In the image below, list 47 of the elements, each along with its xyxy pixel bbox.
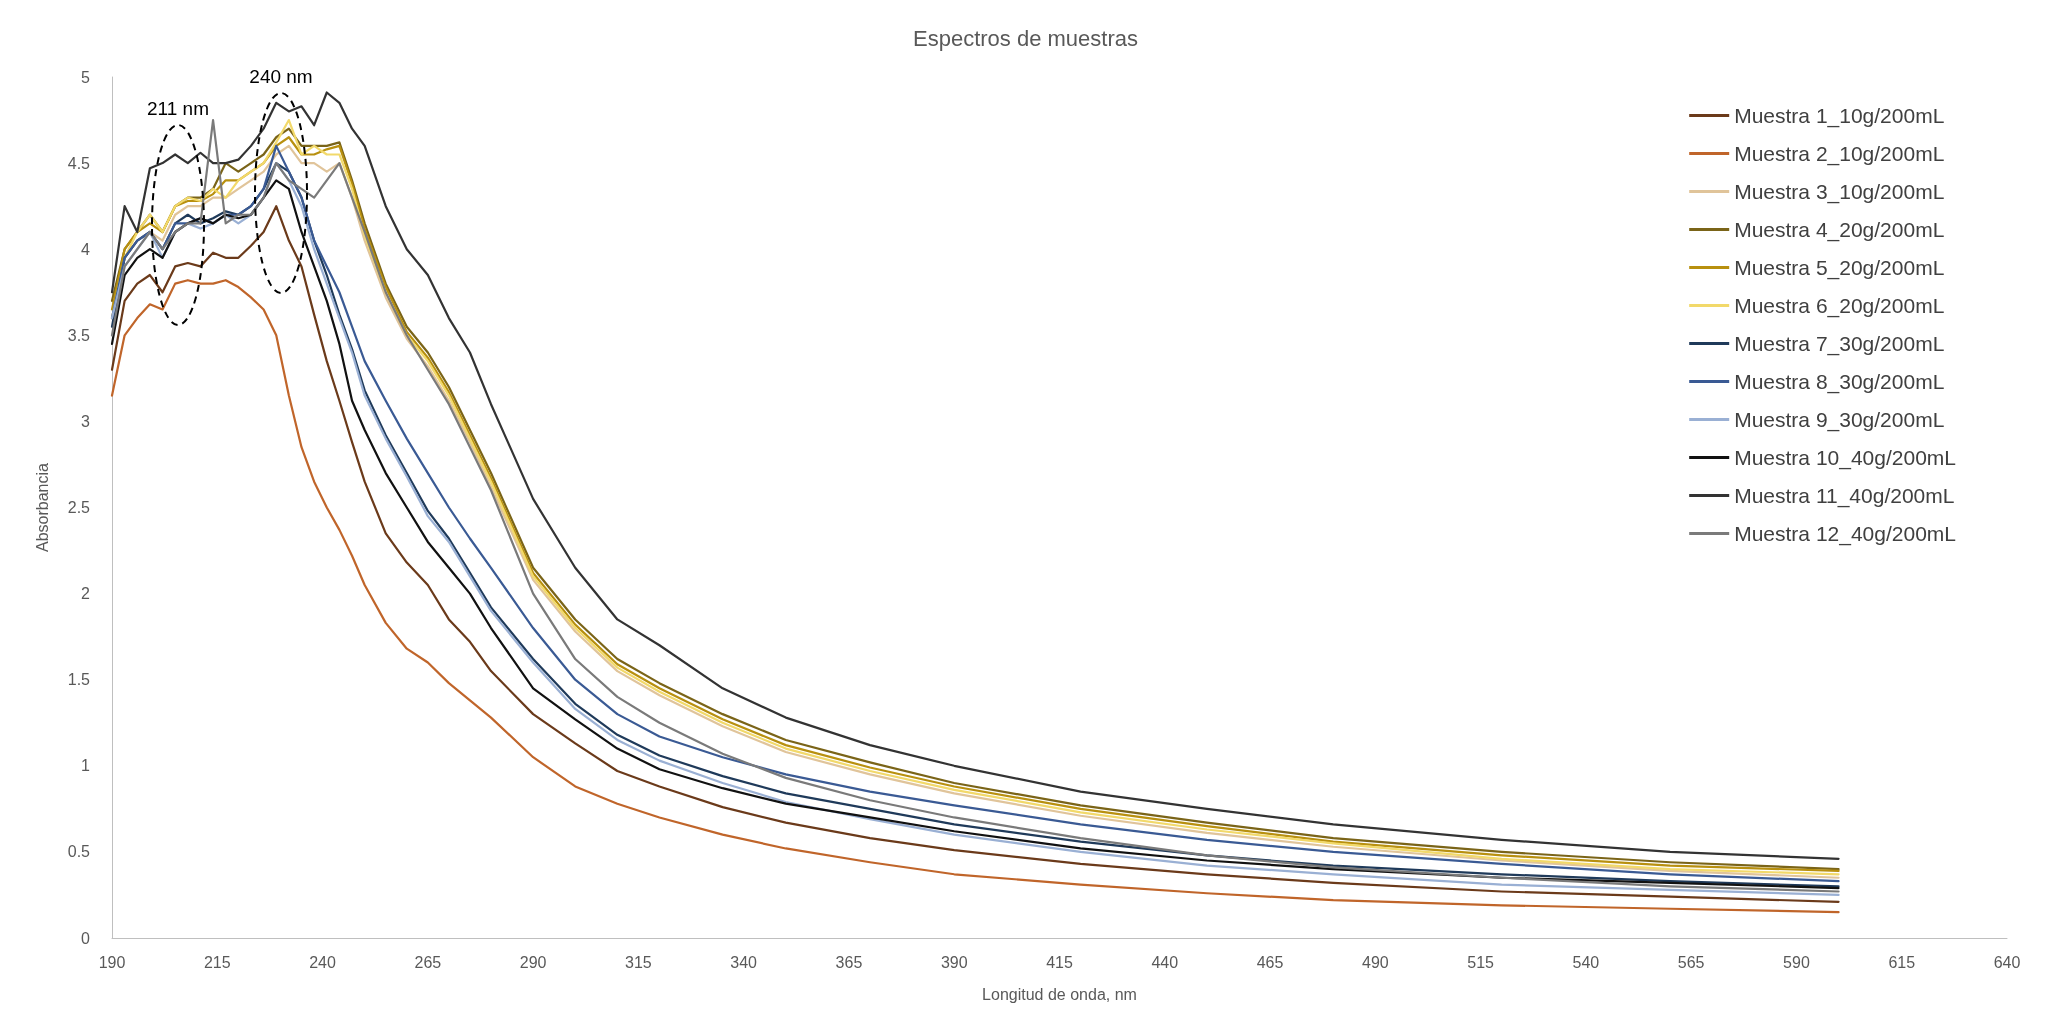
y-axis-title: Absorbancia bbox=[33, 462, 51, 552]
x-axis-title: Longitud de onda, nm bbox=[982, 985, 1137, 1003]
legend-label: Muestra 10_40g/200mL bbox=[1734, 446, 1956, 470]
x-tick-label: 565 bbox=[1677, 953, 1705, 971]
x-tick-label: 215 bbox=[203, 953, 231, 971]
legend-label: Muestra 3_10g/200mL bbox=[1734, 180, 1945, 204]
x-tick-label: 490 bbox=[1361, 953, 1389, 971]
x-tick-label: 590 bbox=[1783, 953, 1810, 971]
x-tick-label: 465 bbox=[1256, 953, 1284, 971]
x-tick-label: 290 bbox=[519, 953, 547, 971]
x-tick-label: 315 bbox=[625, 953, 652, 971]
x-tick-label: 415 bbox=[1046, 953, 1073, 971]
legend-label: Muestra 9_30g/200mL bbox=[1734, 408, 1945, 432]
y-tick-label: 0.5 bbox=[67, 843, 91, 861]
annotation: 211 nm bbox=[147, 98, 209, 119]
y-tick-label: 1.5 bbox=[67, 671, 91, 689]
legend-label: Muestra 5_20g/200mL bbox=[1734, 256, 1945, 280]
legend-label: Muestra 4_20g/200mL bbox=[1734, 218, 1945, 242]
x-tick-label: 440 bbox=[1151, 953, 1179, 971]
x-tick-label: 190 bbox=[98, 953, 126, 971]
x-tick-label: 615 bbox=[1888, 953, 1916, 971]
y-tick-label: 4 bbox=[81, 240, 91, 258]
annotation: 240 nm bbox=[249, 66, 313, 87]
y-tick-label: 4.5 bbox=[67, 154, 91, 172]
x-tick-label: 640 bbox=[1993, 953, 2021, 971]
legend-label: Muestra 8_30g/200mL bbox=[1734, 370, 1945, 394]
legend-label: Muestra 6_20g/200mL bbox=[1734, 294, 1945, 318]
x-tick-label: 515 bbox=[1467, 953, 1495, 971]
y-tick-label: 0 bbox=[81, 929, 91, 947]
legend-label: Muestra 7_30g/200mL bbox=[1734, 332, 1945, 356]
legend-label: Muestra 11_40g/200mL bbox=[1734, 484, 1955, 508]
x-tick-label: 240 bbox=[309, 953, 336, 971]
chart-title: Espectros de muestras bbox=[913, 25, 1138, 51]
x-tick-label: 340 bbox=[730, 953, 758, 971]
legend-label: Muestra 12_40g/200mL bbox=[1734, 522, 1956, 546]
legend-label: Muestra 1_10g/200mL bbox=[1734, 104, 1945, 128]
y-tick-label: 2 bbox=[81, 585, 91, 603]
y-tick-label: 5 bbox=[81, 68, 91, 86]
legend-label: Muestra 2_10g/200mL bbox=[1734, 142, 1945, 166]
x-tick-label: 265 bbox=[414, 953, 442, 971]
y-tick-label: 3.5 bbox=[67, 326, 91, 344]
x-tick-label: 390 bbox=[940, 953, 968, 971]
x-tick-label: 365 bbox=[835, 953, 863, 971]
y-tick-label: 2.5 bbox=[67, 499, 91, 516]
x-tick-label: 540 bbox=[1572, 953, 1600, 971]
y-tick-label: 1 bbox=[81, 757, 91, 775]
y-tick-label: 3 bbox=[81, 412, 91, 430]
